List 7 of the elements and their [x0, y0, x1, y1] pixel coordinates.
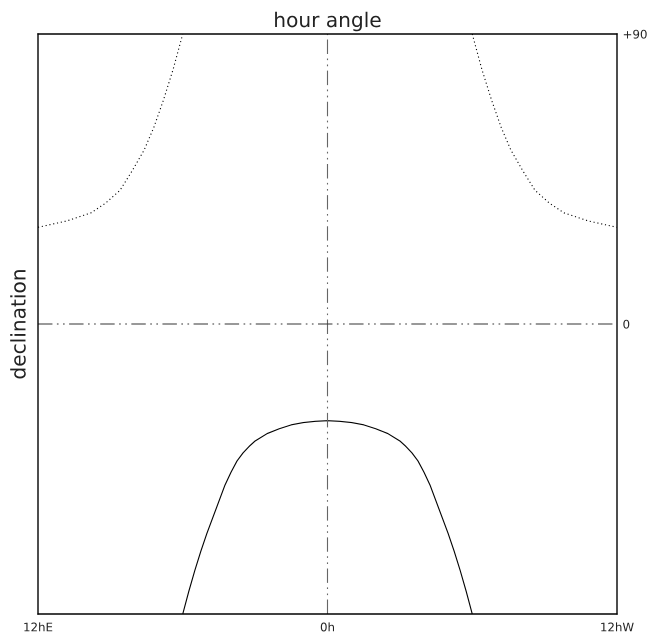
y-tick-label: 0	[623, 320, 630, 329]
y-axis-title: declination	[10, 270, 26, 378]
x-tick-label: 12hW	[601, 622, 634, 632]
x-axis-title: hour angle	[275, 12, 381, 32]
y-tick-label: +90	[624, 30, 647, 39]
x-tick-label: 0h	[320, 622, 334, 632]
x-tick-label: 12hE	[24, 622, 52, 632]
